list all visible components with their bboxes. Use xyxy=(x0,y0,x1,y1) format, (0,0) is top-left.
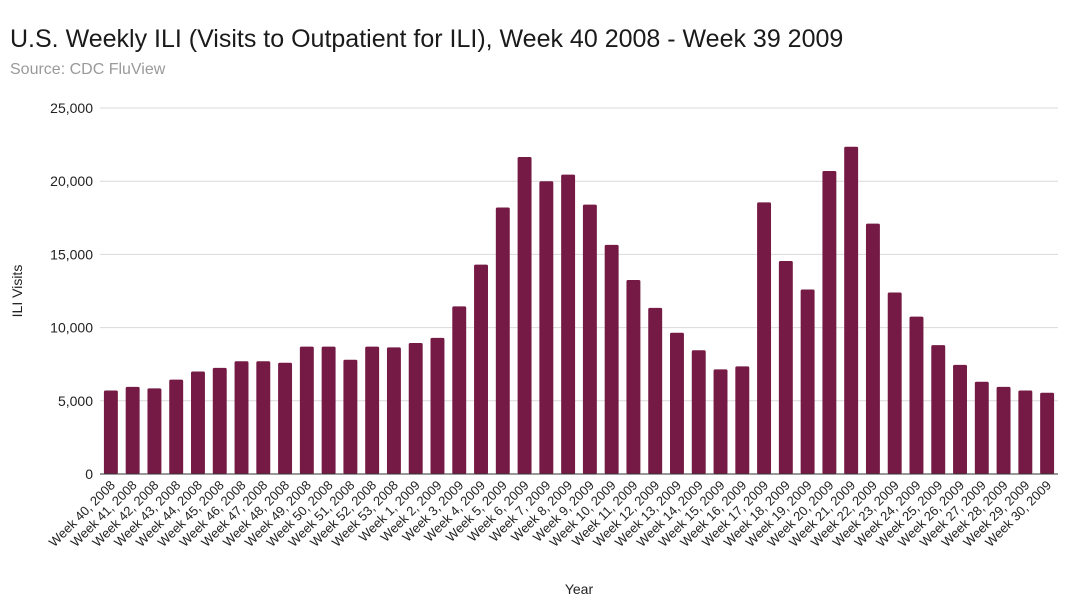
bar xyxy=(191,371,205,474)
bar xyxy=(212,367,227,474)
bar xyxy=(321,346,336,474)
bar xyxy=(278,362,293,474)
bar xyxy=(517,157,532,475)
bar xyxy=(996,386,1011,474)
chart-subtitle: Source: CDC FluView xyxy=(10,61,166,78)
bar xyxy=(757,202,772,474)
bar xyxy=(299,346,314,474)
bar xyxy=(909,316,924,474)
bar xyxy=(844,146,859,475)
bar xyxy=(582,204,597,474)
bar xyxy=(713,369,728,474)
bar xyxy=(822,170,837,474)
bar xyxy=(626,280,641,474)
bar xyxy=(735,366,750,474)
y-tick-label: 15,000 xyxy=(50,246,93,262)
bar xyxy=(931,345,946,474)
bar xyxy=(495,207,510,475)
bar xyxy=(670,332,684,474)
bar xyxy=(800,289,815,474)
bar xyxy=(539,181,554,474)
bars xyxy=(103,146,1055,475)
y-tick-label: 5,000 xyxy=(58,393,93,409)
bar xyxy=(778,260,793,474)
bar xyxy=(604,244,619,474)
bar xyxy=(147,388,162,474)
bar xyxy=(865,223,880,474)
bar xyxy=(169,379,184,474)
bar xyxy=(408,342,423,474)
y-tick-label: 20,000 xyxy=(50,173,93,189)
bar xyxy=(125,386,140,474)
bar xyxy=(974,381,989,474)
y-axis-ticks: 0 5,000 10,000 15,000 20,000 25,000 xyxy=(50,100,93,482)
y-tick-label: 25,000 xyxy=(50,100,93,116)
bar xyxy=(430,337,445,474)
bar xyxy=(343,359,358,474)
bar xyxy=(561,174,576,475)
bar xyxy=(256,361,271,474)
y-tick-label: 0 xyxy=(85,466,93,482)
bar xyxy=(1040,392,1055,474)
bar xyxy=(1018,390,1033,474)
y-axis-label: ILI Visits xyxy=(9,265,25,318)
x-axis-label: Year xyxy=(565,581,594,597)
bar xyxy=(234,361,249,474)
y-tick-label: 10,000 xyxy=(50,320,93,336)
bar xyxy=(103,390,118,474)
bar xyxy=(365,346,380,474)
bar xyxy=(953,364,967,474)
bar xyxy=(887,292,902,474)
bar xyxy=(691,350,706,474)
bar xyxy=(474,264,488,474)
bar xyxy=(648,307,663,474)
bar xyxy=(452,306,467,474)
chart-title: U.S. Weekly ILI (Visits to Outpatient fo… xyxy=(10,25,844,53)
bar xyxy=(386,347,401,474)
